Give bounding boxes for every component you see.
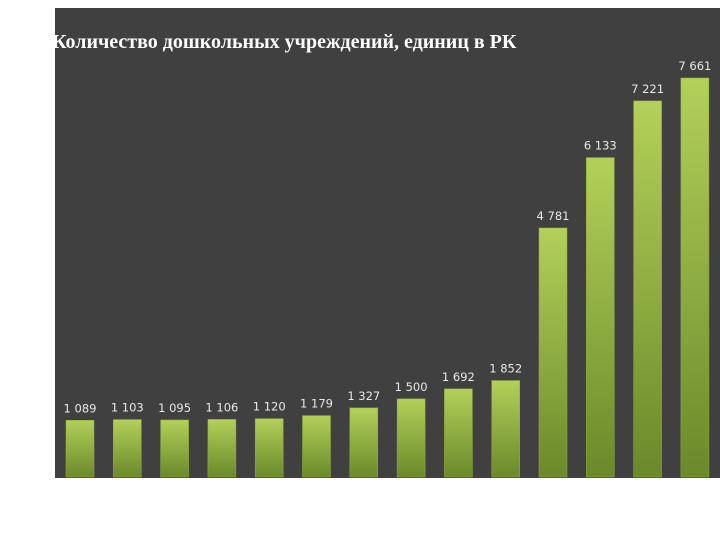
bar: [254, 418, 284, 478]
value-label: 1 095: [158, 401, 191, 415]
value-label: 1 327: [347, 389, 380, 403]
bar: [491, 380, 520, 478]
value-label: 1 106: [205, 400, 238, 414]
chart-title: Количество дошкольных учреждений, единиц…: [52, 31, 517, 53]
value-label: 1 120: [253, 400, 286, 414]
bar: [349, 407, 379, 478]
value-label: 7 661: [678, 59, 711, 73]
bar: [160, 419, 189, 478]
bar: [538, 227, 568, 478]
value-label: 6 133: [584, 139, 617, 153]
bar: [586, 157, 615, 478]
plot-background: [55, 8, 720, 478]
bar: [444, 388, 473, 478]
bar: [302, 415, 331, 478]
value-label: 1 852: [489, 362, 522, 376]
bar: [680, 77, 710, 478]
value-label: 1 103: [111, 401, 144, 415]
value-label: 1 500: [395, 380, 428, 394]
bar: [113, 419, 142, 478]
value-label: 1 089: [64, 401, 97, 415]
value-label: 1 179: [300, 397, 333, 411]
value-label: 4 781: [537, 209, 570, 223]
value-label: 1 692: [442, 370, 475, 384]
bar: [207, 419, 237, 478]
value-label: 7 221: [631, 82, 664, 96]
bar: [65, 420, 95, 478]
bar: [396, 398, 426, 478]
bar: [633, 100, 662, 478]
